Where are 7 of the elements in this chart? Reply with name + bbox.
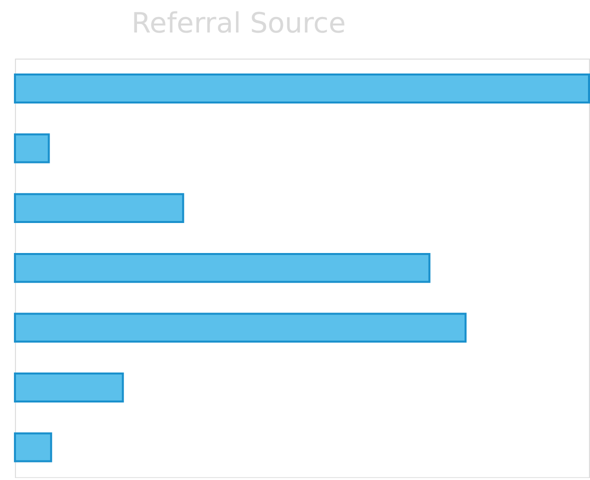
bar — [14, 432, 52, 462]
bar — [14, 133, 50, 164]
bar — [14, 193, 184, 224]
bar — [14, 372, 124, 402]
bar — [14, 312, 467, 343]
bar — [14, 252, 430, 283]
bar — [14, 74, 590, 104]
